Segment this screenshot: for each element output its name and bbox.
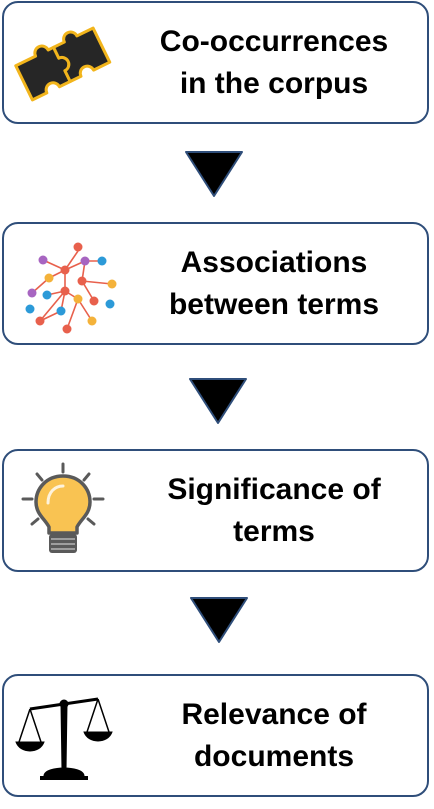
step-label: Associations between terms	[129, 224, 419, 343]
step-label: Significance of terms	[129, 451, 419, 570]
down-arrow-icon	[185, 151, 243, 197]
step-label: Co-occurrences in the corpus	[129, 3, 419, 122]
flow-step-relevance: Relevance of documents	[2, 674, 429, 797]
step-label-line-2: between terms	[168, 287, 380, 321]
flow-step-significance: Significance of terms	[2, 449, 429, 572]
flow-step-associations: Associations between terms	[2, 222, 429, 345]
step-label-line-2: in the corpus	[179, 66, 369, 100]
flow-step-co-occurrences: Co-occurrences in the corpus	[2, 1, 429, 124]
step-label-line-2: terms	[233, 514, 315, 548]
step-label-line-2: documents	[193, 739, 355, 773]
network-graph-icon	[25, 242, 117, 334]
step-label-line-1: Associations	[180, 245, 368, 279]
step-label-line-1: Co-occurrences	[159, 24, 389, 58]
step-label: Relevance of documents	[129, 676, 419, 795]
step-label-line-1: Relevance of	[181, 697, 367, 731]
down-arrow-icon	[189, 378, 247, 424]
step-label-line-1: Significance of	[167, 472, 381, 506]
lightbulb-icon	[21, 462, 105, 553]
scales-icon	[15, 697, 113, 780]
puzzle-icon	[14, 26, 112, 102]
down-arrow-icon	[190, 597, 248, 643]
